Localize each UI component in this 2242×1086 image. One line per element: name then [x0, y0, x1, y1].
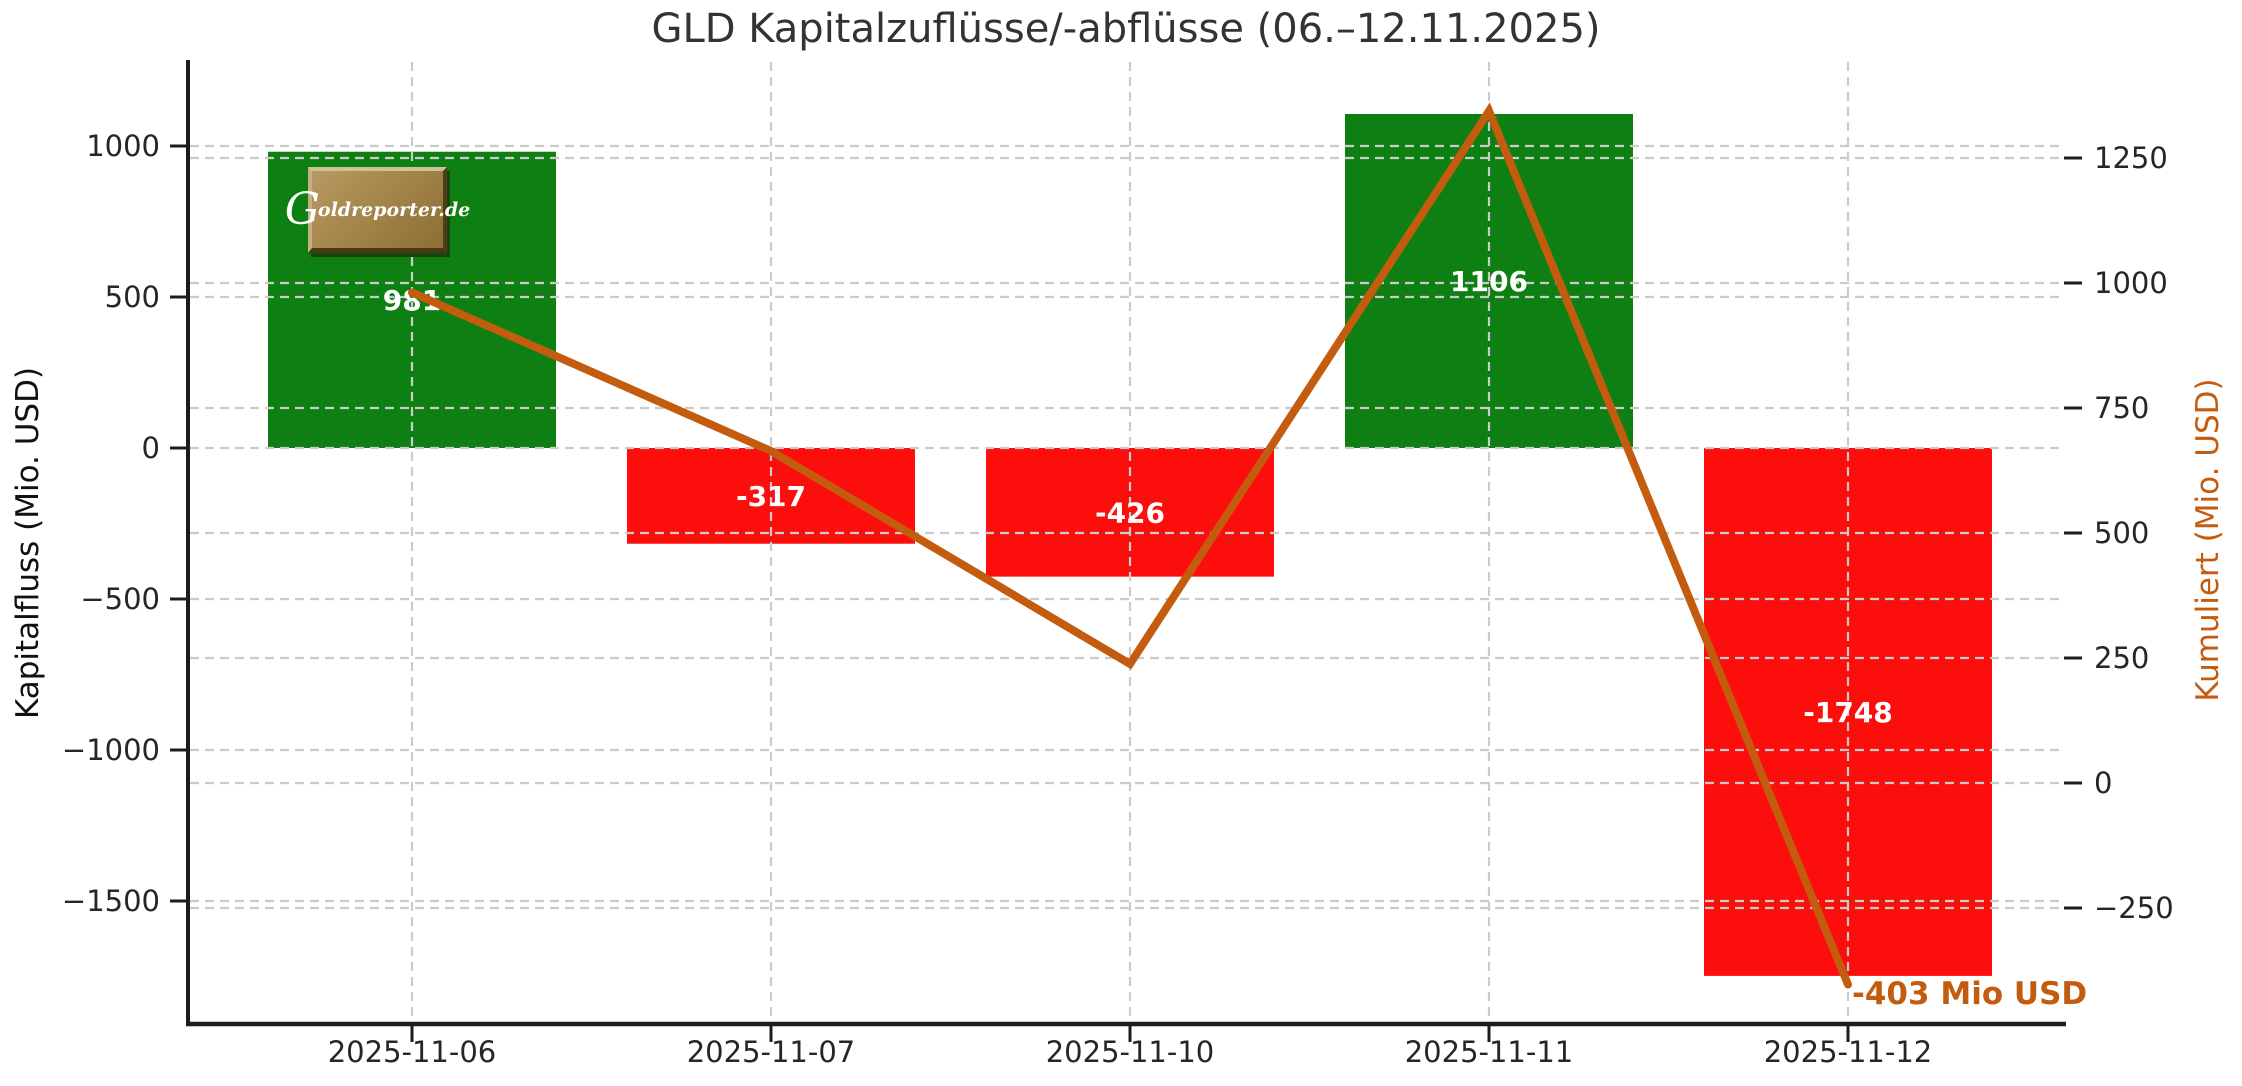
right-tick-label-500: 500	[2094, 516, 2149, 550]
bar-label-2025-11-07: -317	[736, 480, 806, 513]
right-axis-label: Kumuliert (Mio. USD)	[2190, 378, 2226, 701]
tick-labels-group: 1000 500 0 −500 −1000 −1500 1250 1000 750 500 250 0…	[62, 129, 2174, 1069]
left-tick-label--1500: −1500	[62, 884, 160, 918]
date-label-2025-11-11: 2025-11-11	[1405, 1035, 1574, 1069]
cumulative-line	[408, 102, 1852, 989]
right-tick-label-0: 0	[2094, 766, 2112, 800]
logo-text: oldreporter.de	[317, 198, 471, 221]
goldreporter-logo: Goldreporter.de	[285, 167, 470, 253]
left-tick-label-500: 500	[105, 280, 160, 314]
bar-label-2025-11-12: -1748	[1803, 696, 1893, 729]
bar-label-2025-11-11: 1106	[1450, 265, 1528, 298]
cumulative-line-group	[408, 102, 1852, 989]
left-axis-label: Kapitalfluss (Mio. USD)	[10, 367, 46, 719]
right-tick-label-250: 250	[2094, 641, 2149, 675]
right-tick-label-1000: 1000	[2094, 266, 2168, 300]
right-tick-label--250: −250	[2094, 891, 2174, 925]
right-tick-label-1250: 1250	[2094, 141, 2168, 175]
date-label-2025-11-06: 2025-11-06	[328, 1035, 497, 1069]
final-value-annotation: -403 Mio USD	[1852, 976, 2087, 1012]
left-tick-label--1000: −1000	[62, 733, 160, 767]
left-tick-label-0: 0	[142, 431, 160, 465]
right-tick-label-750: 750	[2094, 391, 2149, 425]
date-label-2025-11-07: 2025-11-07	[687, 1035, 856, 1069]
left-tick-label-1000: 1000	[86, 129, 160, 163]
left-tick-label--500: −500	[80, 582, 160, 616]
axes-group	[170, 60, 2082, 1042]
date-label-2025-11-10: 2025-11-10	[1046, 1035, 1215, 1069]
chart-title: GLD Kapitalzuflüsse/-abflüsse (06.–12.11…	[651, 6, 1600, 52]
date-label-2025-11-12: 2025-11-12	[1764, 1035, 1933, 1069]
bar-label-2025-11-10: -426	[1095, 496, 1165, 529]
